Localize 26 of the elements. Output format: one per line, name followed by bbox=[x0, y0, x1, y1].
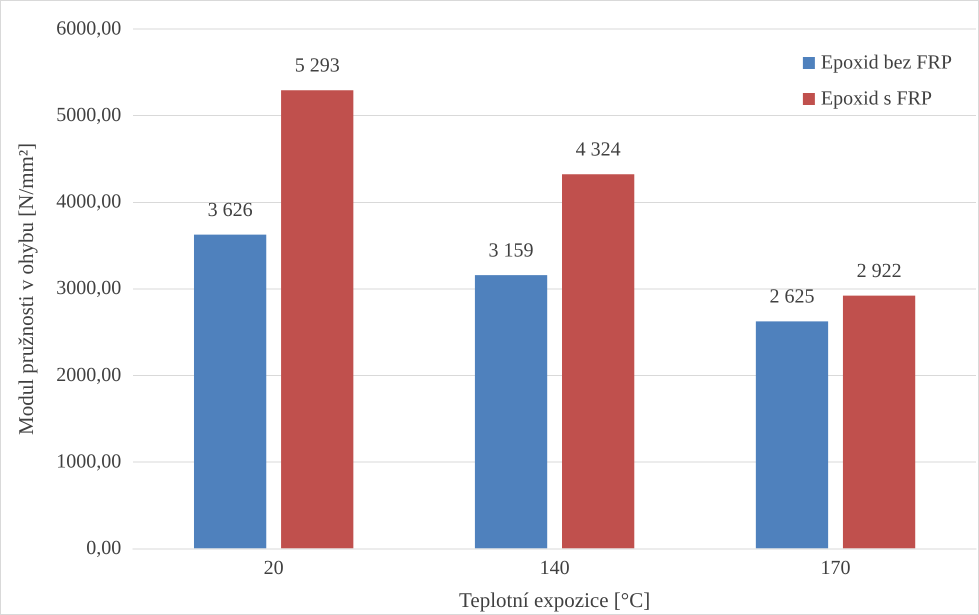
data-label: 3 626 bbox=[208, 198, 253, 221]
data-label: 3 159 bbox=[488, 239, 534, 262]
data-label: 2 922 bbox=[856, 260, 902, 282]
y-tick-label: 3000,00 bbox=[56, 277, 122, 300]
bar bbox=[194, 234, 266, 548]
legend-label: Epoxid bez FRP bbox=[820, 51, 952, 74]
y-tick-label: 4000,00 bbox=[56, 190, 122, 213]
data-label: 2 625 bbox=[769, 286, 814, 308]
y-axis-title: Modul pružnosti v ohybu [N/mm²] bbox=[14, 142, 38, 435]
x-axis-title: Teplotní expozice [°C] bbox=[459, 588, 650, 612]
data-label: 5 293 bbox=[294, 54, 340, 76]
y-tick-label: 6000,00 bbox=[56, 17, 122, 40]
y-tick-label: 5000,00 bbox=[56, 104, 122, 126]
x-tick-label: 170 bbox=[820, 557, 851, 580]
x-tick-label: 140 bbox=[540, 557, 570, 580]
y-tick-label: 1000,00 bbox=[56, 450, 122, 472]
bar bbox=[474, 275, 548, 548]
bar bbox=[842, 296, 916, 548]
y-tick-label: 0,00 bbox=[86, 537, 122, 560]
bar bbox=[562, 174, 634, 548]
legend-label: Epoxid s FRP bbox=[820, 87, 932, 110]
bar bbox=[756, 321, 828, 548]
x-tick-label: 20 bbox=[264, 557, 284, 580]
data-label: 4 324 bbox=[576, 138, 621, 160]
y-tick-label: 2000,00 bbox=[56, 364, 122, 386]
bar bbox=[281, 90, 354, 548]
